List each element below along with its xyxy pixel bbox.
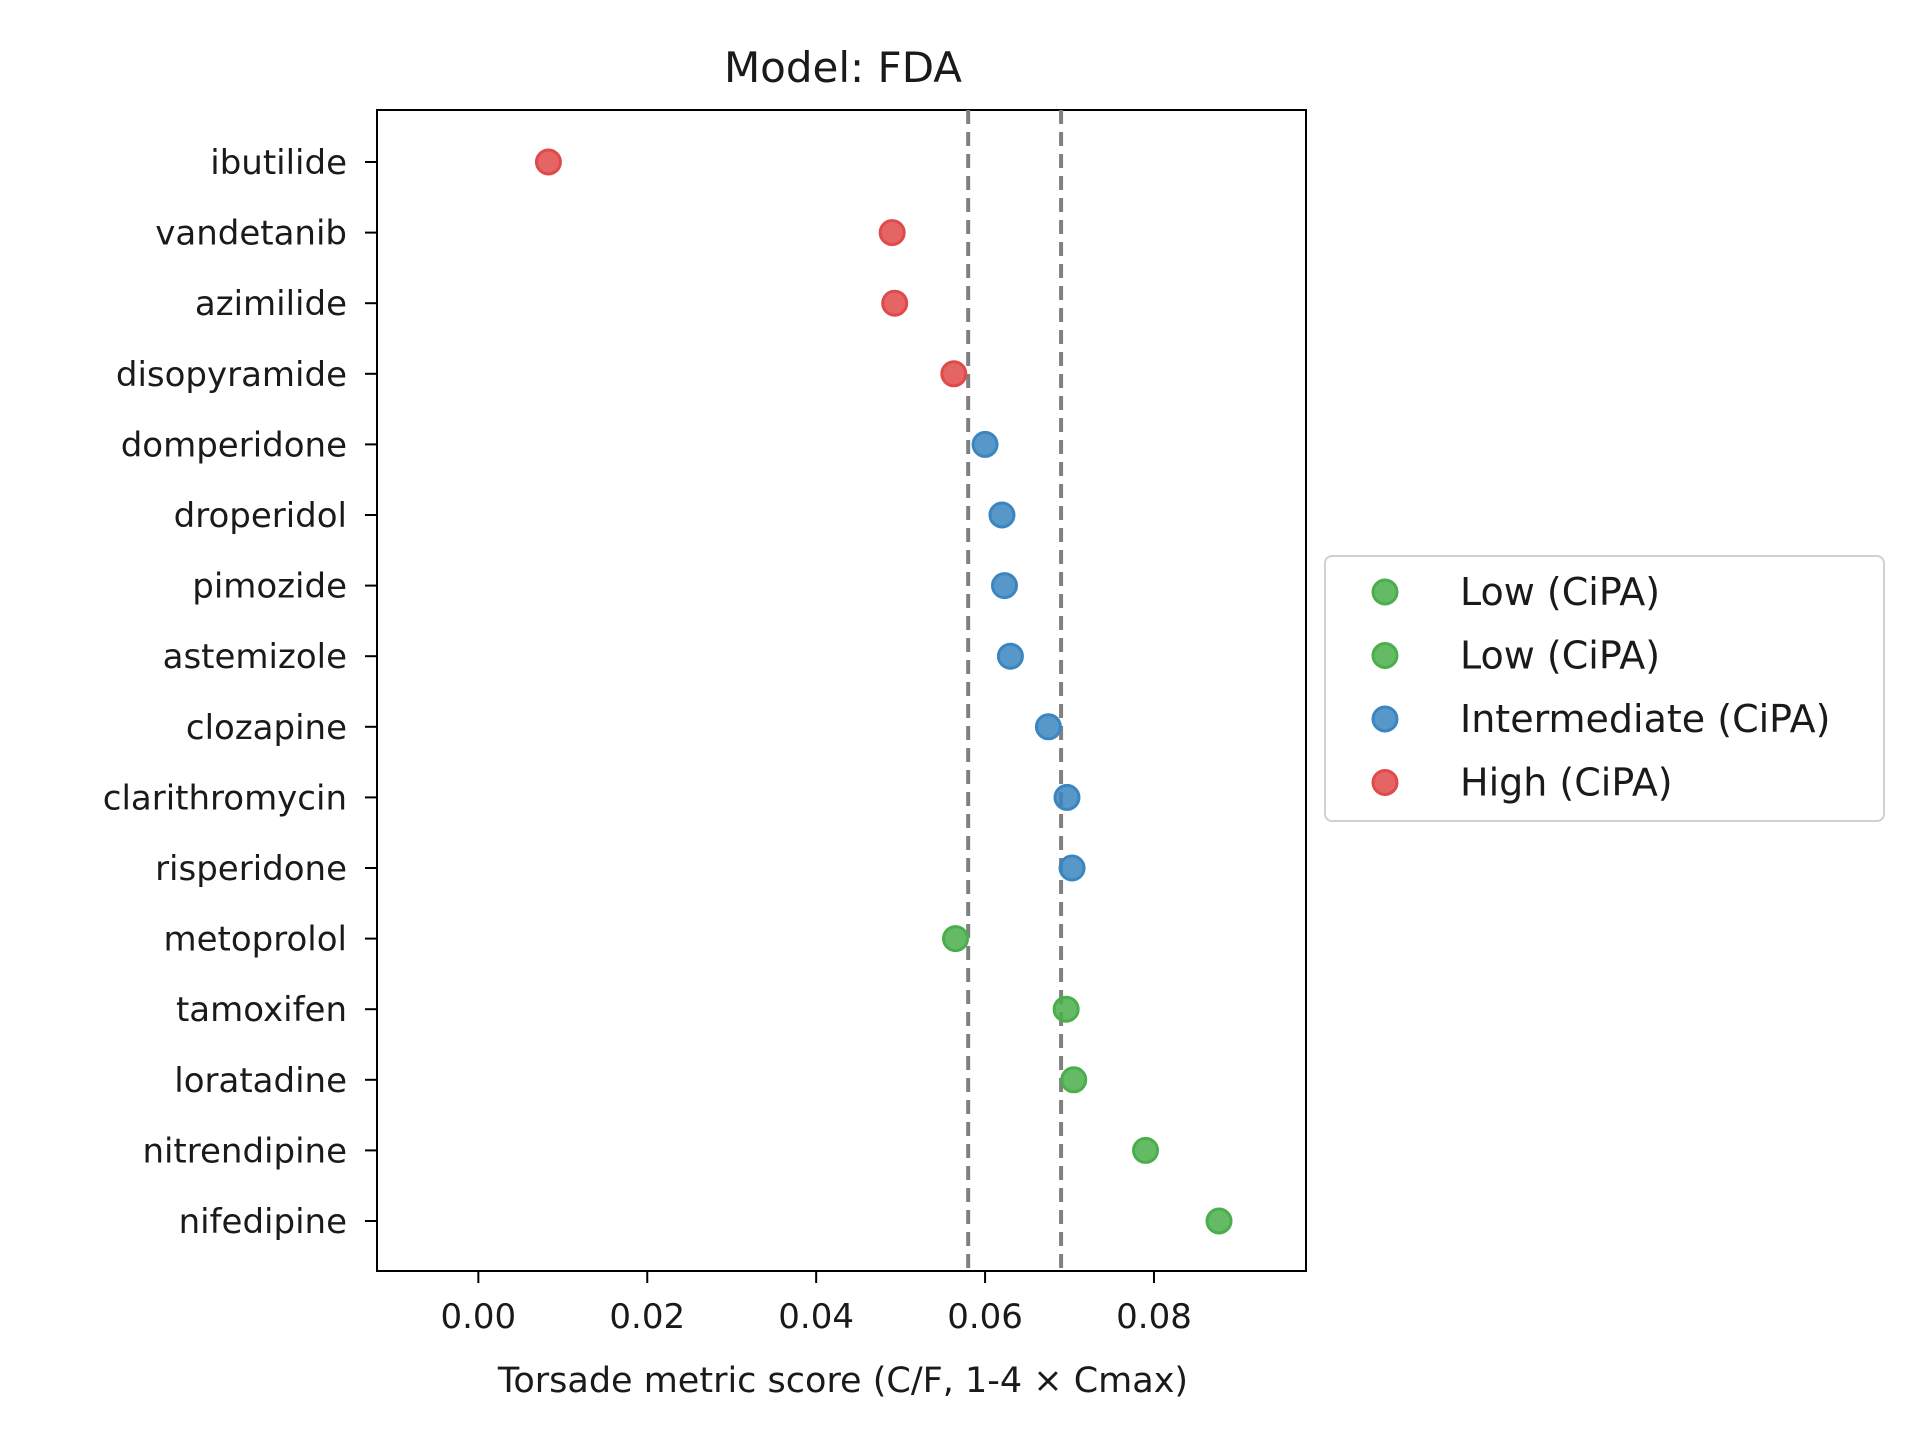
data-point-clozapine	[1034, 713, 1062, 741]
chart-title: Model: FDA	[724, 43, 962, 92]
data-point-risperidone	[1058, 854, 1086, 882]
y-tick-label: azimilide	[195, 284, 347, 324]
y-tick-label: risperidone	[155, 849, 347, 889]
legend: Low (CiPA) Low (CiPA) Intermediate (CiPA) H…	[1324, 555, 1885, 822]
data-point-astemizole	[996, 642, 1024, 670]
y-tick-label: loratadine	[174, 1061, 347, 1101]
x-tick-label: 0.02	[609, 1297, 685, 1337]
x-tick-label: 0.04	[778, 1297, 854, 1337]
legend-marker	[1371, 705, 1399, 733]
y-tick-label: tamoxifen	[176, 990, 347, 1030]
data-point-tamoxifen	[1052, 995, 1080, 1023]
x-tick-label: 0.06	[947, 1297, 1023, 1337]
y-tick-label: astemizole	[163, 637, 347, 677]
data-point-pimozide	[990, 572, 1018, 600]
data-point-metoprolol	[942, 925, 970, 953]
y-tick-label: droperidol	[174, 496, 347, 536]
legend-box	[1324, 555, 1885, 822]
y-tick-label: nifedipine	[179, 1202, 347, 1242]
x-tick-label: 0.00	[440, 1297, 516, 1337]
y-tick-label: vandetanib	[155, 214, 347, 254]
legend-marker	[1371, 769, 1399, 796]
y-tick-label: nitrendipine	[142, 1131, 347, 1171]
y-tick-label: disopyramide	[116, 355, 347, 395]
data-point-vandetanib	[878, 219, 906, 247]
data-point-clarithromycin	[1053, 783, 1081, 811]
data-point-loratadine	[1060, 1066, 1088, 1094]
legend-label: Intermediate (CiPA)	[1460, 697, 1830, 741]
y-tick-label: clarithromycin	[103, 778, 347, 818]
legend-label: Low (CiPA)	[1460, 570, 1660, 614]
data-point-domperidone	[971, 430, 999, 458]
data-point-nitrendipine	[1132, 1136, 1160, 1164]
y-tick-label: metoprolol	[164, 920, 347, 960]
y-tick-label: domperidone	[121, 425, 347, 465]
plot-area: 0.00 0.02 0.04 0.06 0.08 ibutilide vandetanib a…	[103, 109, 1307, 1337]
legend-marker	[1371, 642, 1399, 669]
x-tick-label: 0.08	[1116, 1297, 1192, 1337]
data-point-droperidol	[988, 501, 1016, 529]
x-axis-label: Torsade metric score (C/F, 1-4 × Cmax)	[497, 1361, 1188, 1401]
legend-label: Low (CiPA)	[1460, 634, 1660, 678]
legend-marker	[1371, 578, 1399, 606]
y-tick-label: clozapine	[186, 708, 347, 748]
plot-frame	[376, 109, 1307, 1272]
data-point-ibutilide	[534, 148, 562, 176]
y-tick-label: ibutilide	[210, 143, 347, 183]
y-tick-label: pimozide	[192, 567, 347, 607]
data-point-nifedipine	[1205, 1207, 1233, 1235]
data-point-azimilide	[881, 289, 909, 317]
legend-label: High (CiPA)	[1460, 761, 1673, 805]
data-point-disopyramide	[940, 360, 968, 388]
